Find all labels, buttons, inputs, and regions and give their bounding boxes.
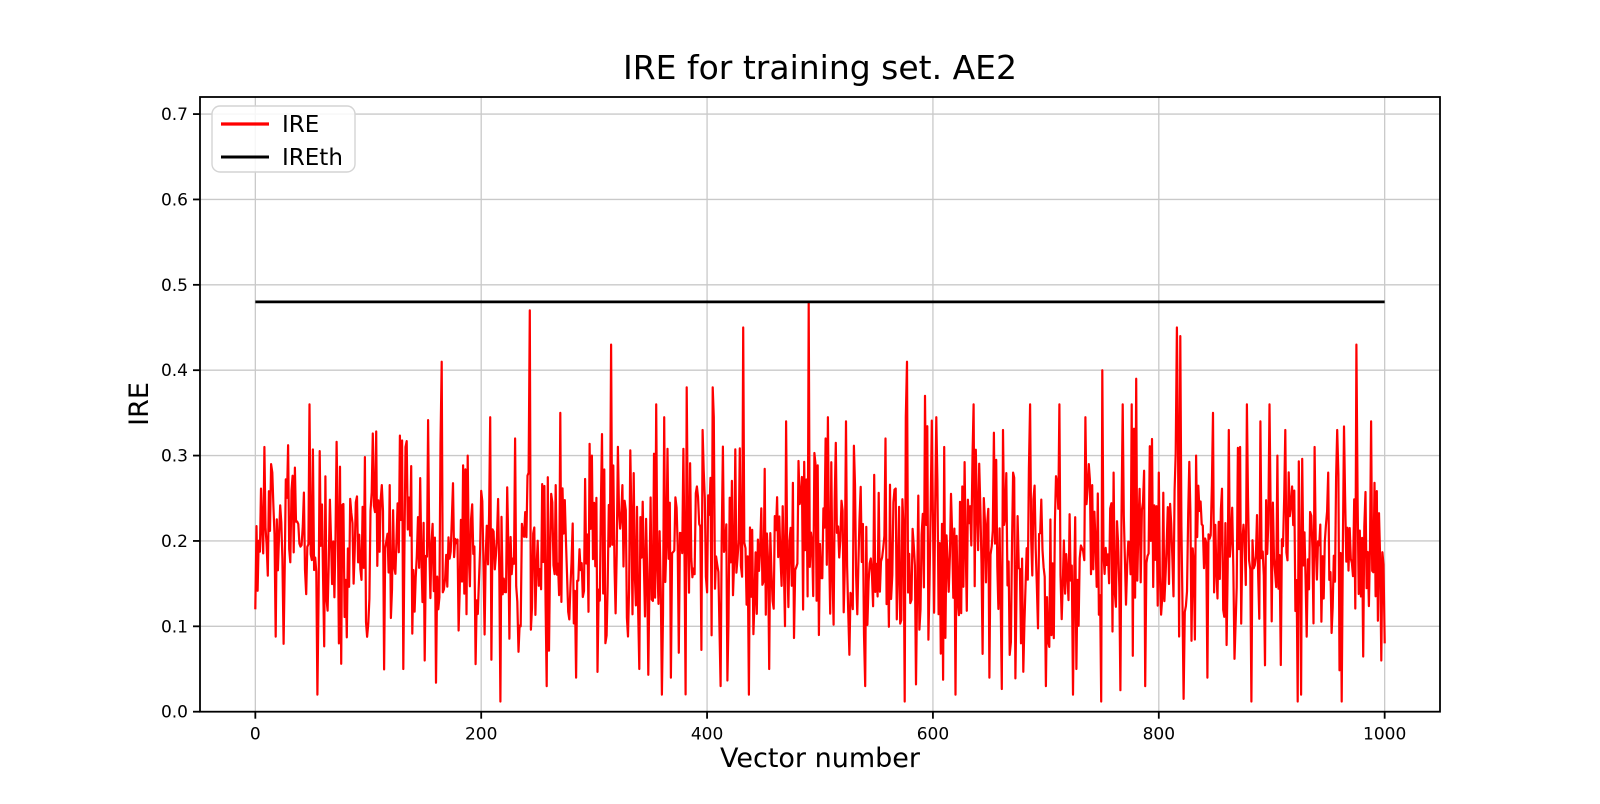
y-tick-label: 0.7 xyxy=(161,105,188,125)
y-tick-label: 0.4 xyxy=(161,361,188,381)
legend: IRE IREth xyxy=(211,105,356,173)
y-tick-label: 0.0 xyxy=(161,703,188,723)
x-tick-label: 400 xyxy=(691,725,723,745)
chart-title: IRE for training set. AE2 xyxy=(623,48,1017,87)
legend-entry-ire: IRE xyxy=(221,112,319,138)
plot-border xyxy=(199,96,1441,713)
x-tick-label: 600 xyxy=(917,725,949,745)
x-tick-label: 0 xyxy=(250,725,261,745)
y-axis-label: IRE xyxy=(124,382,155,426)
x-tick-label: 1000 xyxy=(1363,725,1406,745)
x-tick-label: 800 xyxy=(1143,725,1175,745)
data-line-ire xyxy=(254,300,1386,703)
y-tick-label: 0.2 xyxy=(161,532,188,552)
y-tick-label: 0.3 xyxy=(161,447,188,467)
y-tick-label: 0.6 xyxy=(161,190,188,210)
legend-label-ireth: IREth xyxy=(282,145,343,171)
plot-layers: 0 200 400 600 800 1000 0.0 0.1 0.2 0.3 0.4 0.5 0.6 0.… xyxy=(161,96,1441,745)
x-axis-label: Vector number xyxy=(720,743,921,774)
legend-label-ire: IRE xyxy=(282,112,319,138)
y-tick-label: 0.1 xyxy=(161,617,188,637)
x-tick-label: 200 xyxy=(465,725,497,745)
legend-entry-ireth: IREth xyxy=(221,145,343,171)
y-tick-label: 0.5 xyxy=(161,276,188,296)
